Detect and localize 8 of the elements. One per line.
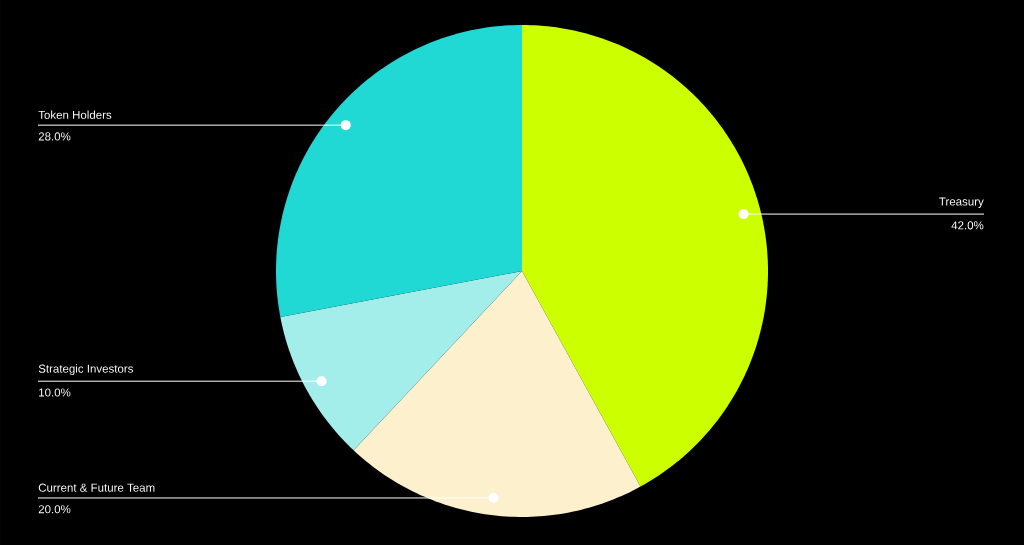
slice-label: Treasury (939, 197, 984, 208)
data-label: 20.0% (38, 505, 71, 514)
data-label: 42.0% (951, 221, 984, 230)
slice-label: Token Holders (38, 110, 112, 119)
slice-label: Strategic Investors (38, 364, 134, 375)
data-label: 10.0% (39, 388, 71, 397)
slice-label: Current & Future Team (38, 483, 155, 492)
data-label: 28.0% (38, 132, 71, 141)
